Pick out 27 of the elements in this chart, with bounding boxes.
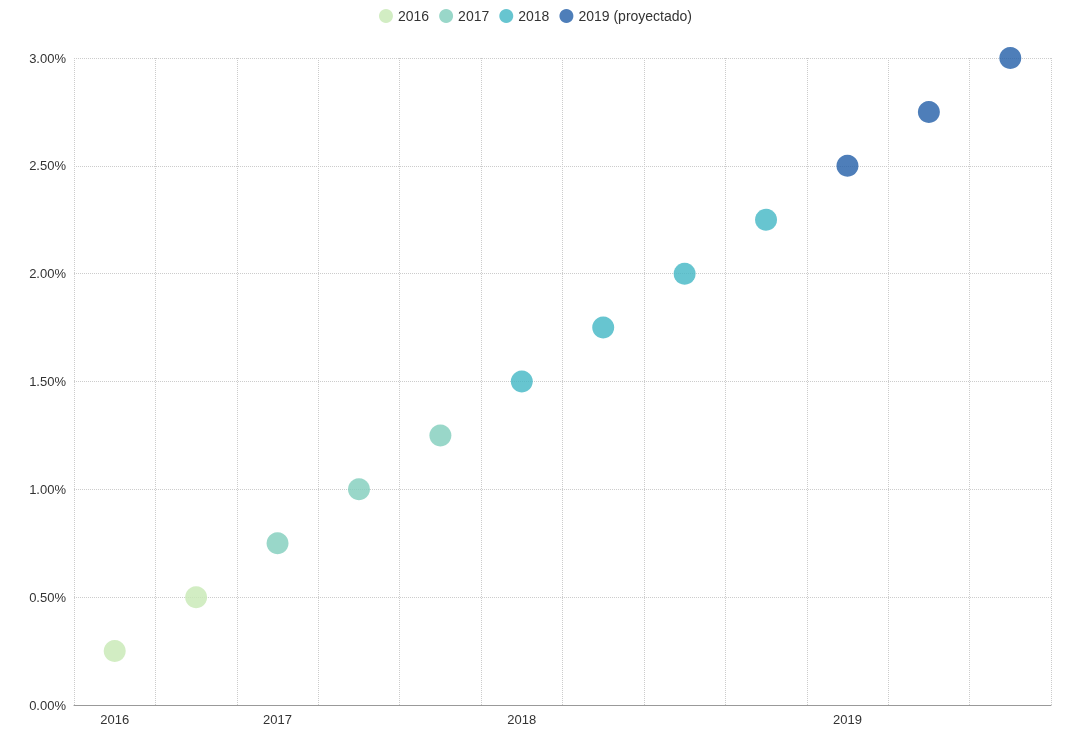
- point: [429, 424, 452, 447]
- x-tick-label: 2016: [100, 712, 130, 727]
- point: [592, 316, 615, 339]
- point: [755, 208, 778, 231]
- point: [673, 262, 696, 285]
- point: [185, 586, 208, 609]
- y-tick-label: 1.50%: [29, 374, 67, 389]
- y-tick-label: 0.00%: [29, 697, 67, 713]
- point: [266, 532, 289, 555]
- point: [917, 100, 940, 123]
- legend-label: 2016: [397, 8, 430, 24]
- legend-label: 2019 (proyectado): [578, 8, 693, 24]
- point: [836, 154, 859, 177]
- legend-label: 2018: [518, 8, 550, 24]
- y-tick-label: 1.00%: [29, 481, 67, 497]
- point: [103, 640, 126, 663]
- point: [510, 370, 533, 393]
- y-tick-label: 3.00%: [29, 50, 67, 66]
- x-tick-label: 2019: [833, 712, 862, 727]
- y-tick-label: 2.50%: [29, 158, 67, 174]
- legend-label: 2017: [458, 8, 490, 24]
- x-tick-label: 2018: [507, 712, 537, 727]
- y-tick-label: 2.00%: [29, 266, 67, 282]
- point: [347, 478, 370, 501]
- y-tick-label: 0.50%: [29, 589, 67, 605]
- point: [999, 47, 1022, 69]
- x-tick-label: 2017: [263, 712, 292, 727]
